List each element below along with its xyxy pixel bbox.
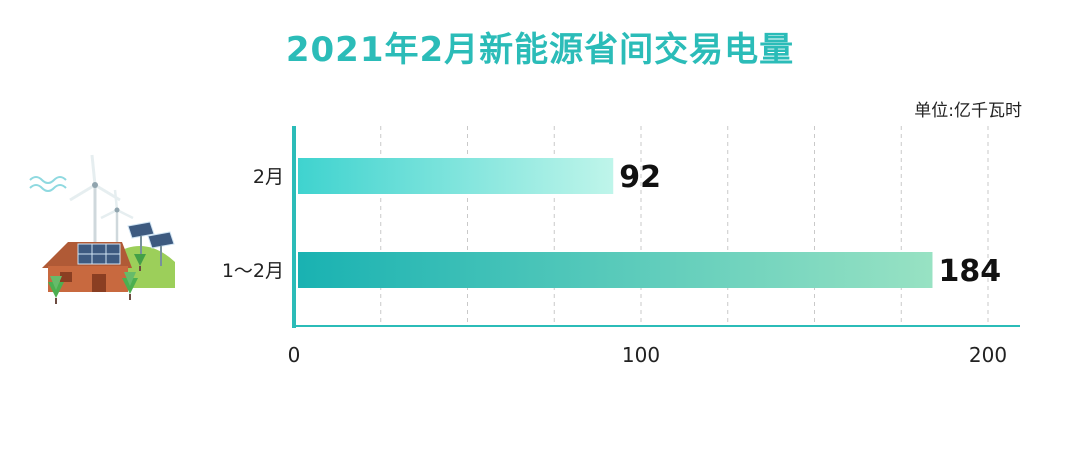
axis-layer: [292, 126, 1020, 328]
unit-label: 单位:亿千瓦时: [914, 101, 1022, 121]
category-label: 2月: [253, 166, 284, 188]
value-label: 92: [619, 160, 661, 195]
tree-icon: [48, 276, 64, 304]
bar-layer: [298, 158, 933, 288]
wind-wave-icon: [29, 176, 67, 184]
solar-panel-icon: [127, 221, 155, 256]
solar-panel-icon: [147, 231, 175, 266]
bar-2: [298, 252, 933, 288]
x-tick-label: 0: [288, 343, 301, 367]
chart-title: 2021年2月新能源省间交易电量: [285, 30, 795, 70]
renewable-energy-house-illustration: [29, 154, 175, 304]
label-layer: 2月 92 1～2月 184 0 100 200: [222, 160, 1007, 367]
x-tick-label: 100: [622, 343, 660, 367]
value-label: 184: [938, 254, 1001, 289]
house-icon: [42, 242, 132, 292]
tree-icon: [134, 254, 146, 271]
tree-icon: [122, 272, 138, 300]
bar-1: [298, 158, 614, 194]
category-label: 1～2月: [222, 260, 284, 282]
wind-wave-icon: [29, 184, 67, 192]
grid-layer: [380, 126, 989, 324]
x-tick-label: 200: [969, 343, 1007, 367]
